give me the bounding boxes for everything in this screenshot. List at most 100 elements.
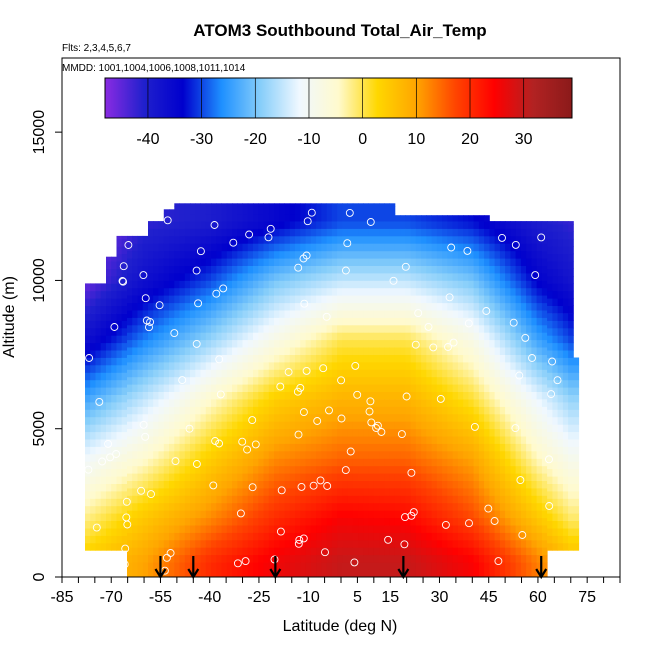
heatmap-cell — [510, 532, 517, 541]
heatmap-cell — [100, 446, 107, 455]
x-tick-label: 75 — [578, 589, 596, 606]
heatmap-cell — [247, 206, 254, 215]
heatmap-cell — [452, 302, 459, 311]
heatmap-cell — [247, 280, 254, 289]
heatmap-cell — [368, 399, 375, 407]
heatmap-cell — [468, 287, 475, 296]
heatmap-cell — [552, 535, 559, 544]
heatmap-cell — [274, 273, 280, 281]
heatmap-cell — [342, 458, 348, 467]
heatmap-cell — [111, 283, 117, 292]
heatmap-cell — [169, 324, 175, 333]
heatmap-cell — [174, 213, 180, 222]
heatmap-cell — [394, 273, 401, 281]
heatmap-cell — [337, 569, 343, 577]
heatmap-cell — [505, 317, 511, 326]
heatmap-cell — [190, 384, 196, 392]
heatmap-cell — [342, 428, 348, 437]
heatmap-cell — [363, 458, 369, 467]
heatmap-cell — [484, 384, 490, 392]
heatmap-cell — [526, 413, 532, 422]
heatmap-cell — [505, 295, 511, 304]
heatmap-cell — [305, 243, 312, 252]
heatmap-cell — [478, 443, 485, 452]
heatmap-cell — [116, 305, 123, 314]
heatmap-cell — [478, 399, 485, 407]
heatmap-cell — [499, 317, 506, 326]
heatmap-cell — [116, 235, 123, 240]
heatmap-cell — [405, 354, 411, 363]
heatmap-cell — [568, 379, 574, 388]
observation-point — [553, 376, 562, 385]
heatmap-cell — [379, 302, 385, 311]
heatmap-cell — [331, 243, 338, 252]
heatmap-cell — [562, 379, 569, 388]
heatmap-cell — [116, 542, 123, 551]
heatmap-cell — [179, 391, 186, 400]
heatmap-cell — [169, 473, 175, 481]
heatmap-cell — [184, 539, 191, 548]
heatmap-cell — [232, 258, 238, 266]
heatmap-cell — [363, 369, 369, 378]
heatmap-cell — [468, 339, 475, 348]
heatmap-cell — [95, 461, 102, 470]
heatmap-cell — [258, 295, 264, 304]
heatmap-cell — [221, 532, 228, 541]
heatmap-cell — [352, 525, 359, 533]
heatmap-cell — [232, 399, 238, 407]
heatmap-cell — [237, 554, 243, 563]
heatmap-cell — [331, 273, 338, 281]
heatmap-cell — [489, 317, 496, 326]
heatmap-cell — [515, 228, 522, 237]
x-tick-label: -85 — [50, 589, 73, 606]
heatmap-cell — [352, 495, 359, 504]
heatmap-cell — [148, 287, 154, 296]
heatmap-cell — [205, 213, 212, 222]
heatmap-cell — [379, 539, 385, 548]
observation-point — [351, 361, 360, 370]
heatmap-cell — [452, 273, 459, 281]
heatmap-cell — [363, 532, 369, 541]
heatmap-cell — [494, 554, 501, 563]
heatmap-cell — [263, 517, 270, 526]
heatmap-cell — [526, 458, 532, 467]
heatmap-cell — [247, 317, 254, 326]
heatmap-cell — [205, 413, 212, 422]
heatmap-cell — [310, 525, 317, 533]
heatmap-cell — [237, 428, 243, 437]
heatmap-cell — [179, 273, 186, 281]
heatmap-cell — [106, 431, 112, 440]
heatmap-cell — [132, 273, 138, 281]
observation-point — [407, 468, 416, 477]
heatmap-cell — [279, 280, 285, 289]
heatmap-cell — [232, 250, 238, 259]
heatmap-cell — [505, 532, 511, 541]
heatmap-cell — [268, 510, 275, 519]
heatmap-cell — [436, 280, 443, 289]
heatmap-cell — [557, 221, 564, 225]
heatmap-cell — [316, 480, 322, 489]
heatmap-cell — [405, 525, 411, 533]
heatmap-cell — [363, 376, 369, 385]
heatmap-cell — [426, 413, 432, 422]
heatmap-cell — [179, 339, 186, 348]
heatmap-cell — [158, 347, 165, 355]
heatmap-cell — [484, 391, 490, 400]
heatmap-cell — [394, 562, 401, 570]
heatmap-cell — [100, 431, 107, 440]
heatmap-cell — [368, 532, 375, 541]
heatmap-cell — [205, 510, 212, 519]
heatmap-cell — [358, 317, 364, 326]
heatmap-cell — [305, 369, 312, 378]
heatmap-cell — [379, 473, 385, 481]
heatmap-cell — [379, 258, 385, 266]
heatmap-cell — [142, 265, 149, 274]
heatmap-cell — [205, 235, 212, 244]
heatmap-cell — [237, 310, 243, 318]
heatmap-cell — [347, 495, 354, 504]
heatmap-cell — [184, 310, 191, 318]
heatmap-cell — [174, 265, 180, 274]
heatmap-cell — [531, 413, 538, 422]
heatmap-cell — [573, 453, 580, 462]
heatmap-cell — [468, 295, 475, 304]
